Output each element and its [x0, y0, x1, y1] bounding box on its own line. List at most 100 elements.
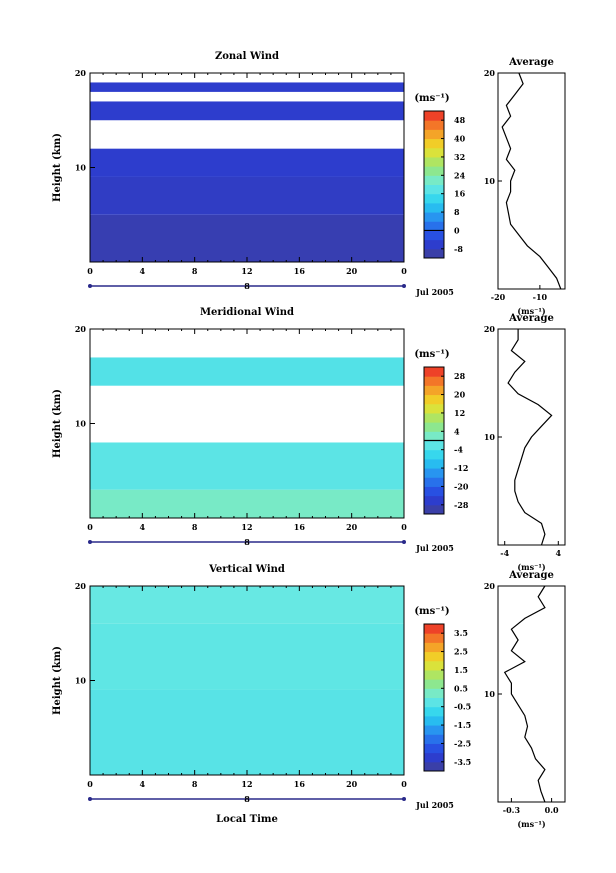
colorbar-segment: [424, 660, 444, 671]
colorbar-segment: [424, 495, 444, 506]
heatmap-layer: [90, 214, 404, 262]
y-tick-label: 10: [75, 163, 87, 173]
x-tick-label: 16: [294, 266, 306, 276]
y-tick-label: 20: [75, 324, 87, 334]
heatmap-layer: [90, 82, 404, 92]
colorbar-tick-label: 3.5: [454, 628, 468, 638]
colorbar-segment: [424, 706, 444, 717]
average-x-label: (ms⁻¹): [517, 562, 545, 572]
x-tick-label: 4: [140, 779, 146, 789]
day-label: 8: [244, 281, 250, 291]
colorbar-segment: [424, 679, 444, 689]
colorbar-segment: [424, 367, 444, 377]
colorbar-tick-label: -1.5: [454, 720, 471, 730]
colorbar-segment: [424, 743, 444, 754]
colorbar-segment: [424, 715, 444, 726]
colorbar-tick-label: 0.5: [454, 683, 468, 693]
heatmap-layer: [90, 176, 404, 215]
day-marker: [88, 797, 92, 801]
x-tick-label: 16: [294, 522, 306, 532]
colorbar-unit: (ms⁻¹): [414, 349, 449, 360]
x-tick-label: 20: [346, 522, 358, 532]
day-marker: [402, 284, 406, 288]
heatmap-layer: [90, 148, 404, 177]
colorbar-tick-label: 12: [454, 408, 465, 418]
average-y-tick-label: 10: [484, 689, 496, 699]
colorbar-segment: [424, 422, 444, 432]
colorbar-segment: [424, 734, 444, 744]
colorbar-segment: [424, 111, 444, 121]
colorbar-segment: [424, 184, 444, 195]
average-x-tick-label: -4: [500, 548, 509, 558]
colorbar-segment: [424, 221, 444, 231]
heatmap-layer: [90, 689, 404, 775]
day-marker: [402, 540, 406, 544]
colorbar-tick-label: 32: [454, 152, 465, 162]
colorbar-segment: [424, 504, 444, 515]
y-tick-label: 20: [75, 581, 87, 591]
colorbar-tick-label: 0: [454, 225, 460, 235]
average-y-tick-label: 20: [484, 68, 496, 78]
colorbar-segment: [424, 697, 444, 708]
x-tick-label: 12: [241, 522, 252, 532]
colorbar-tick-label: -8: [454, 244, 463, 254]
average-x-tick-label: -20: [491, 292, 506, 302]
average-x-label: (ms⁻¹): [517, 819, 545, 829]
colorbar-segment: [424, 624, 444, 634]
average-x-tick-label: -10: [533, 292, 548, 302]
panel-title: Zonal Wind: [215, 51, 279, 62]
colorbar-tick-label: 28: [454, 371, 466, 381]
colorbar-segment: [424, 239, 444, 250]
x-tick-label: 16: [294, 779, 306, 789]
colorbar-segment: [424, 669, 444, 680]
heatmap-layer: [90, 91, 404, 102]
colorbar-segment: [424, 156, 444, 167]
y-axis-label: Height (km): [52, 133, 63, 202]
colorbar-segment: [424, 449, 444, 460]
average-frame: [497, 72, 566, 290]
colorbar-tick-label: 48: [454, 115, 466, 125]
x-axis-label: Local Time: [216, 814, 278, 825]
colorbar-segment: [424, 761, 444, 772]
colorbar-segment: [424, 376, 444, 386]
colorbar-tick-label: -2.5: [454, 738, 471, 748]
colorbar-tick-label: 2.5: [454, 647, 468, 657]
colorbar-tick-label: 1.5: [454, 665, 468, 675]
panel-title: Meridional Wind: [200, 307, 294, 318]
day-label: 8: [244, 537, 250, 547]
x-tick-label: 20: [346, 266, 358, 276]
colorbar-segment: [424, 212, 444, 222]
colorbar-frame: [423, 110, 445, 259]
average-profile-line: [507, 329, 553, 546]
average-profile-line: [503, 585, 546, 803]
date-label: Jul 2005: [415, 287, 454, 297]
heatmap-layer: [90, 120, 404, 149]
colorbar-tick-label: 16: [454, 189, 466, 199]
average-frame: [497, 585, 566, 803]
y-tick-label: 10: [75, 419, 87, 429]
colorbar-segment: [424, 248, 444, 259]
colorbar-tick-label: -3.5: [454, 757, 471, 767]
colorbar-segment: [424, 431, 444, 441]
colorbar-segment: [424, 412, 444, 423]
y-axis-label: Height (km): [52, 389, 63, 458]
colorbar-unit: (ms⁻¹): [414, 606, 449, 617]
colorbar-tick-label: -28: [454, 500, 469, 510]
colorbar-frame: [423, 623, 445, 772]
colorbar-segment: [424, 688, 444, 698]
colorbar-segment: [424, 175, 444, 185]
average-title: Average: [508, 57, 554, 68]
average-x-tick-label: 0.0: [545, 805, 559, 815]
heatmap-layer: [90, 586, 404, 624]
colorbar-segment: [424, 394, 444, 405]
colorbar-segment: [424, 138, 444, 149]
date-label: Jul 2005: [415, 800, 454, 810]
colorbar-segment: [424, 486, 444, 497]
colorbar-segment: [424, 477, 444, 487]
colorbar-segment: [424, 403, 444, 414]
colorbar-segment: [424, 651, 444, 662]
heatmap-layer: [90, 442, 404, 490]
heatmap-layer: [90, 101, 404, 121]
day-marker: [88, 284, 92, 288]
x-tick-label: 0: [87, 522, 93, 532]
